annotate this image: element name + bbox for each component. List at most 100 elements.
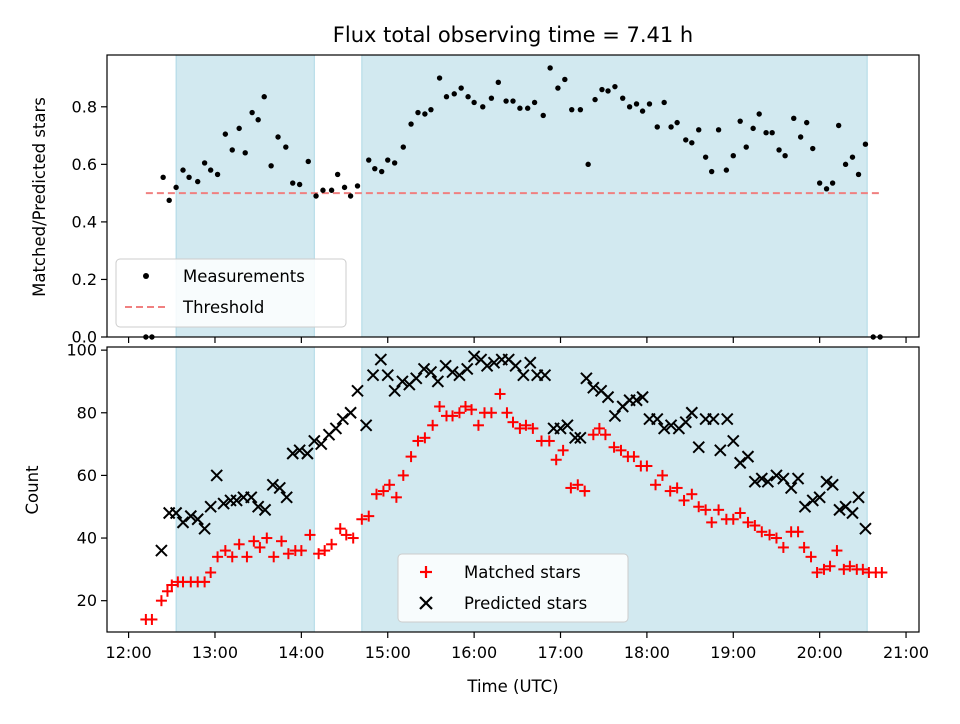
measurement-point [186,174,192,180]
predicted-star-point [344,406,357,419]
measurement-point [391,160,398,166]
measurement-point [696,127,702,133]
predicted-star-point [580,372,593,385]
count-x-axis: 12:00 13:00 14:00 15:00 16:00 17:00 18:00 19:00… [106,632,929,662]
measurement-point [242,150,248,156]
predicted-star-point [561,419,574,432]
predicted-star-point [273,481,286,495]
measurement-point [443,94,450,100]
measurement-point [804,119,810,126]
predicted-star-point [517,368,530,382]
matched-star-point [434,401,446,413]
measurement-point [842,161,849,168]
x-tick-label: 14:00 [278,643,324,662]
predicted-star-point [820,475,833,488]
predicted-star-point [657,422,671,435]
measurement-point [547,65,553,71]
predicted-star-point [748,475,762,488]
matched-star-point [304,529,316,541]
measurement-point [816,180,823,186]
measurement-point [585,161,591,168]
x-tick-label: 21:00 [883,643,929,662]
matched-star-point [798,541,810,553]
measurement-point [756,111,762,117]
measurement-point [829,180,836,186]
matched-star-point [579,485,591,497]
measurement-point [222,131,229,137]
matched-star-point [347,532,359,544]
matched-star-point [686,488,698,500]
matched-star-point [383,479,395,491]
matched-star-point [261,532,273,544]
matched-star-point [275,535,287,547]
matched-star-point [587,429,599,441]
predicted-star-point [366,368,380,382]
measurement-point [313,193,319,199]
predicted-star-point [784,481,798,495]
predicted-star-point [727,434,740,448]
measurement-point [510,98,516,104]
matched-star-point [319,545,331,557]
measurement-point [488,95,495,101]
predicted-star-point [410,372,423,385]
measurement-point [261,94,267,100]
predicted-star-point [431,375,445,388]
matched-star-point [356,513,368,525]
count-y-label: Count [23,465,42,515]
predicted-star-point [280,491,293,504]
matched-star-point [166,579,178,591]
measurement-point [415,109,421,116]
ratio-x-ticks [127,337,907,343]
measurement-point [207,167,214,173]
y-tick-label: 40 [77,529,97,548]
predicted-star-point [755,472,768,485]
measurement-point [782,153,788,159]
matched-star-point [876,566,888,578]
matched-star-point [824,560,836,572]
matched-star-point [838,563,850,575]
measurement-point [715,127,722,133]
y-tick-label: 80 [77,403,97,422]
measurement-point [465,94,471,100]
matched-star-point [599,429,611,441]
measurement-point [480,104,486,110]
matched-star-point [527,422,539,434]
x-tick-label: 19:00 [710,643,756,662]
matched-star-point [742,516,754,528]
x-tick-label: 16:00 [451,643,497,662]
measurement-point [320,187,326,193]
predicted-star-point [714,444,727,457]
predicted-star-point [741,450,755,463]
matched-star-point [466,404,478,416]
predicted-star-point [198,522,211,535]
measurement-point [214,171,221,178]
matched-star-point [226,551,238,563]
predicted-star-point [258,503,272,517]
matched-star-point [693,501,705,513]
measurement-point [372,165,378,172]
predicted-star-point [608,409,622,423]
matched-star-point [412,435,424,447]
predicted-star-point [761,475,775,488]
measurement-point [201,160,208,166]
predicted-star-point [826,478,839,492]
matched-star-point [371,488,383,500]
matched-star-point [818,563,830,575]
matched-star-point [514,422,526,434]
matched-star-point [212,551,224,563]
measurement-point [849,154,856,160]
ratio-panel: 0.00.20.40.60.8 Matched/Predicted stars … [30,54,920,347]
measurement-point [378,168,385,175]
measurement-point [750,125,756,132]
matched-star-point [146,613,158,625]
predicted-star-point [381,368,394,382]
predicted-star-point [461,362,474,376]
predicted-star-point [636,390,649,404]
matched-star-point [340,529,352,541]
measurement-point [341,184,348,191]
measurement-point [683,137,689,143]
measurement-point [791,115,797,122]
predicted-star-point [184,509,197,523]
matched-star-point [543,435,555,447]
